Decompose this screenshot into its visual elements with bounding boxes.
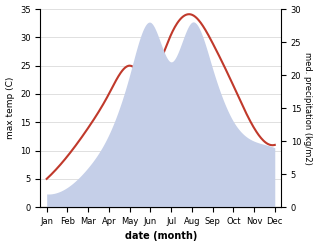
X-axis label: date (month): date (month)	[125, 231, 197, 242]
Y-axis label: max temp (C): max temp (C)	[5, 77, 15, 139]
Y-axis label: med. precipitation (kg/m2): med. precipitation (kg/m2)	[303, 52, 313, 165]
